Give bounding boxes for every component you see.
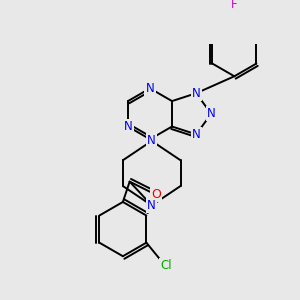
Text: N: N	[147, 199, 156, 212]
Text: O: O	[151, 188, 161, 201]
Text: Cl: Cl	[160, 259, 172, 272]
Text: N: N	[124, 120, 132, 133]
Text: N: N	[147, 134, 156, 147]
Text: N: N	[207, 107, 215, 120]
Text: N: N	[192, 128, 201, 141]
Text: F: F	[231, 0, 238, 11]
Text: N: N	[146, 82, 154, 95]
Text: N: N	[192, 87, 201, 100]
